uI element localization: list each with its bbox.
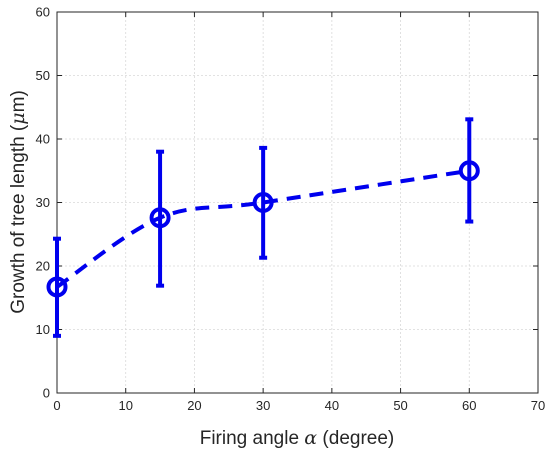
- x-tick-label: 40: [325, 398, 339, 413]
- x-axis-title-symbol: α: [304, 427, 317, 449]
- y-tick-label: 50: [36, 68, 50, 83]
- x-tick-label: 0: [53, 398, 60, 413]
- series-line: [55, 168, 470, 289]
- tick-labels: 0 10 20 30 40 50 60 70 0 10 20 30 40 50 60: [36, 5, 546, 414]
- series: [46, 117, 480, 338]
- y-tick-label: 60: [36, 5, 50, 20]
- y-tick-label: 10: [36, 322, 50, 337]
- x-tick-label: 30: [256, 398, 270, 413]
- data-point-marker: [46, 276, 68, 298]
- x-tick-label: 10: [118, 398, 132, 413]
- y-tick-label: 40: [36, 132, 50, 147]
- axes: [56, 11, 539, 394]
- y-tick-label: 30: [36, 195, 50, 210]
- y-tick-label: 20: [36, 259, 50, 274]
- x-tick-label: 70: [531, 398, 545, 413]
- x-tick-label: 20: [187, 398, 201, 413]
- x-tick-label: 60: [462, 398, 476, 413]
- x-tick-label: 50: [393, 398, 407, 413]
- data-point-marker: [458, 160, 480, 182]
- y-tick-label: 0: [43, 386, 50, 401]
- data-point-marker: [149, 207, 171, 229]
- y-axis-title: Growth of tree length (μm): [7, 90, 29, 314]
- data-point-marker: [252, 192, 274, 213]
- grid: [57, 12, 538, 393]
- y-axis-title-symbol: μ: [7, 112, 29, 124]
- x-axis-title: Firing angle α (degree): [200, 427, 395, 449]
